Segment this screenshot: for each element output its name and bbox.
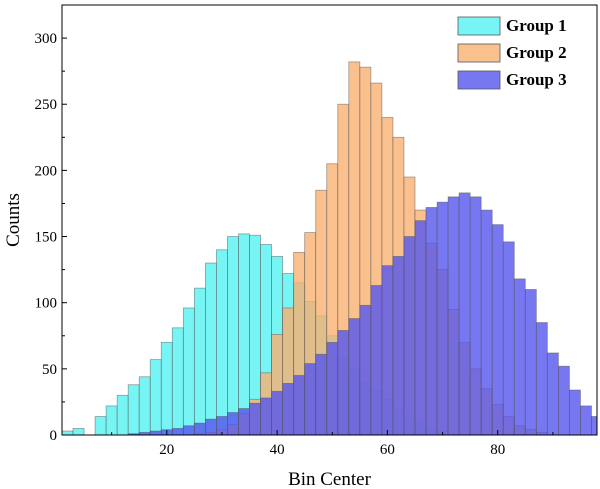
histogram-bar xyxy=(436,201,449,435)
legend-label: Group 2 xyxy=(506,43,567,62)
y-tick-label: 300 xyxy=(35,31,58,47)
histogram-bar xyxy=(447,196,460,435)
y-tick-label: 200 xyxy=(35,163,58,179)
histogram-bar xyxy=(105,405,118,435)
x-axis-ticks: 20 40 60 80 xyxy=(111,430,554,458)
histogram-bar xyxy=(260,397,272,435)
plot-area: 20 40 60 80 0 50 100 150 200 250 300 xyxy=(35,4,598,458)
histogram-bar xyxy=(392,255,405,435)
histogram-bar xyxy=(171,427,184,435)
histogram-bar xyxy=(249,402,261,435)
x-tick-label: 20 xyxy=(159,442,174,458)
histogram-bar xyxy=(469,196,482,435)
y-axis-title: Counts xyxy=(3,193,24,247)
histogram-bar xyxy=(381,265,394,435)
histogram-bar xyxy=(238,408,250,435)
histogram-bar xyxy=(160,341,173,435)
histogram-bar xyxy=(227,412,239,435)
x-tick-label: 80 xyxy=(490,442,505,458)
histogram-bar xyxy=(535,322,548,435)
histogram-bar xyxy=(414,220,427,435)
histogram-bar xyxy=(182,425,195,435)
y-tick-label: 100 xyxy=(35,296,58,312)
histogram-bar xyxy=(557,365,570,435)
histogram-bar xyxy=(304,363,317,435)
series-3-bars xyxy=(127,192,597,435)
histogram-bar xyxy=(193,422,206,435)
legend-swatch xyxy=(457,43,501,63)
histogram-bar xyxy=(271,390,284,435)
legend-swatch xyxy=(457,16,501,36)
histogram-bar xyxy=(182,307,195,435)
legend-label: Group 1 xyxy=(506,16,567,35)
y-tick-label: 50 xyxy=(42,362,57,378)
histogram-bar xyxy=(205,262,217,435)
histogram-bar xyxy=(193,287,206,435)
legend-label: Group 3 xyxy=(506,70,567,89)
histogram-bar xyxy=(425,207,438,435)
histogram-bar xyxy=(337,330,350,435)
histogram-bar xyxy=(370,285,383,435)
x-tick-label: 60 xyxy=(380,442,395,458)
histogram-bar xyxy=(293,375,306,435)
histogram-bar xyxy=(127,384,140,435)
histogram-bar xyxy=(326,341,339,435)
histogram-bar xyxy=(227,236,239,435)
legend: Group 1 Group 2 Group 3 xyxy=(457,16,567,90)
histogram-bar xyxy=(149,430,162,435)
histogram-bar xyxy=(480,209,493,435)
histogram-bars xyxy=(62,61,597,435)
histogram-bar xyxy=(591,416,597,435)
histogram-bar xyxy=(138,376,151,435)
histogram-bar xyxy=(491,224,504,435)
histogram-bar xyxy=(315,353,328,435)
legend-item: Group 2 xyxy=(457,43,567,63)
histogram-bar xyxy=(282,382,295,435)
histogram-bar xyxy=(546,352,559,435)
histogram-bar xyxy=(216,249,228,435)
y-tick-label: 150 xyxy=(35,230,58,246)
histogram-bar xyxy=(94,416,107,435)
histogram-bar xyxy=(72,427,85,435)
histogram-bar xyxy=(502,241,515,435)
histogram-bar xyxy=(238,233,250,435)
histogram-bar xyxy=(569,389,581,435)
x-axis-title: Bin Center xyxy=(288,469,372,489)
legend-swatch xyxy=(457,70,501,90)
histogram-bar xyxy=(359,304,372,435)
histogram-bar xyxy=(62,430,74,435)
histogram-bar xyxy=(348,318,361,435)
histogram-bar xyxy=(513,278,526,435)
x-tick-label: 40 xyxy=(270,442,285,458)
histogram-bar xyxy=(580,405,592,435)
histogram-bar xyxy=(524,289,537,435)
histogram-bar xyxy=(116,394,129,435)
y-tick-label: 250 xyxy=(35,97,58,113)
legend-item: Group 1 xyxy=(457,16,567,36)
histogram-bar xyxy=(458,192,471,435)
histogram-bar xyxy=(149,359,162,435)
plot-frame xyxy=(61,4,598,436)
y-tick-label: 0 xyxy=(50,428,58,444)
y-axis-ticks: 0 50 100 150 200 250 300 xyxy=(35,31,67,444)
legend-item: Group 3 xyxy=(457,70,567,90)
histogram-bar xyxy=(171,327,184,435)
histogram-bar xyxy=(403,236,416,435)
histogram-bar xyxy=(205,418,217,435)
